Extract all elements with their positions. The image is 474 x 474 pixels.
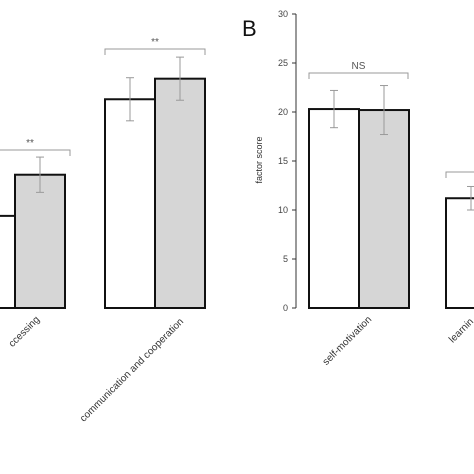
- significance-label: NS: [352, 61, 366, 72]
- bar-white: [0, 214, 16, 310]
- y-tick-label: 0: [283, 303, 288, 313]
- y-tick-label: 5: [283, 254, 288, 264]
- category-label: learnin: [447, 316, 474, 345]
- category-label: self-motivation: [321, 314, 374, 367]
- bar-gray: [154, 77, 206, 310]
- significance-bracket: [445, 171, 474, 178]
- bar-gray: [358, 109, 410, 310]
- significance-bracket: [104, 48, 206, 55]
- bar-white: [445, 197, 474, 310]
- category-label: ccessing: [7, 314, 42, 349]
- category-label: communication and cooperation: [78, 316, 186, 424]
- y-tick-label: 30: [278, 9, 288, 19]
- bar-gray: [14, 173, 66, 309]
- y-axis-label: factor score: [254, 136, 264, 183]
- y-tick-label: 25: [278, 58, 288, 68]
- significance-label: **: [26, 138, 34, 149]
- panel-letter: B: [242, 16, 257, 41]
- significance-bracket: [0, 149, 71, 156]
- right-chart-panel: B factor score 0 5 10 15 20 25 30 NS self-motiva…: [242, 9, 474, 368]
- y-tick-label: 20: [278, 107, 288, 117]
- y-tick-label: 15: [278, 156, 288, 166]
- y-tick-label: 10: [278, 205, 288, 215]
- left-chart-panel: ** ccessing ** communication and cooperatio…: [0, 37, 206, 424]
- significance-bracket: [308, 72, 409, 79]
- significance-label: **: [151, 37, 159, 48]
- bar-white: [308, 108, 360, 309]
- bar-white: [104, 98, 156, 310]
